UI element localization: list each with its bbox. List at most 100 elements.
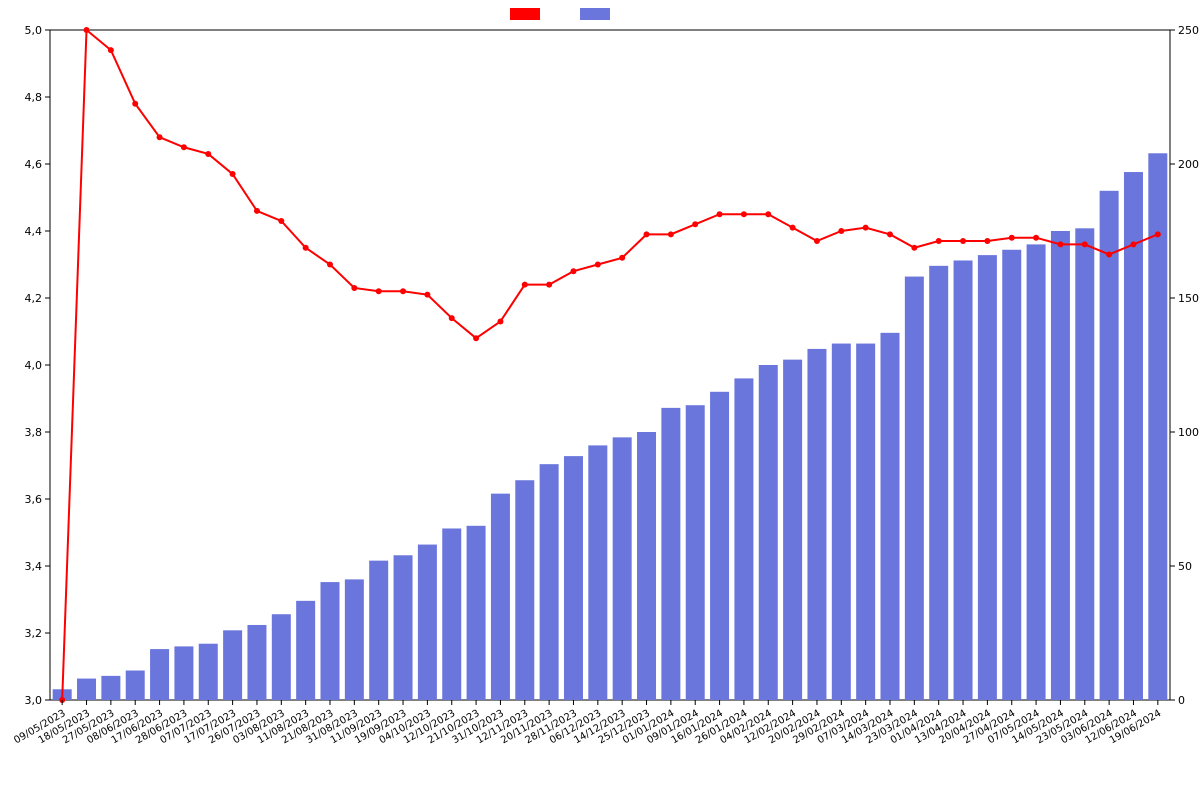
line-marker (814, 238, 820, 244)
y-right-tick-label: 200 (1178, 158, 1199, 171)
bar (1051, 231, 1070, 700)
y-left-tick-label: 3,8 (25, 426, 43, 439)
line-marker (84, 27, 90, 33)
bar (1075, 228, 1094, 700)
bar (491, 494, 510, 700)
bar (734, 378, 753, 700)
bar (759, 365, 778, 700)
bar (515, 480, 534, 700)
y-right-tick-label: 0 (1178, 694, 1185, 707)
bar (856, 344, 875, 700)
line-marker (838, 228, 844, 234)
y-left-tick-label: 4,8 (25, 91, 43, 104)
bar (954, 260, 973, 700)
y-left-tick-label: 3,6 (25, 493, 43, 506)
bar (174, 646, 193, 700)
line-marker (303, 245, 309, 251)
line-marker (741, 211, 747, 217)
bar (686, 405, 705, 700)
line-marker (887, 231, 893, 237)
bar (126, 671, 145, 700)
line-marker (1033, 235, 1039, 241)
line-marker (400, 288, 406, 294)
line-marker (644, 231, 650, 237)
line-marker (473, 335, 479, 341)
bar (345, 579, 364, 700)
bar (223, 630, 242, 700)
y-left-tick-label: 4,6 (25, 158, 43, 171)
bar (807, 349, 826, 700)
line-marker (327, 262, 333, 268)
bar (905, 277, 924, 700)
line-marker (668, 231, 674, 237)
line-marker (1057, 241, 1063, 247)
bar (929, 266, 948, 700)
bar (540, 464, 559, 700)
line-marker (911, 245, 917, 251)
line-marker (424, 292, 430, 298)
bar (150, 649, 169, 700)
line-marker (595, 262, 601, 268)
y-left-tick-label: 4,0 (25, 359, 43, 372)
y-left-tick-label: 3,4 (25, 560, 43, 573)
legend-bar-swatch (580, 8, 610, 20)
bar (369, 561, 388, 700)
line-marker (1155, 231, 1161, 237)
line-marker (205, 151, 211, 157)
bar (418, 545, 437, 700)
bar (978, 255, 997, 700)
bar (296, 601, 315, 700)
line-marker (181, 144, 187, 150)
y-left-tick-label: 3,0 (25, 694, 43, 707)
line-marker (717, 211, 723, 217)
bar (101, 676, 120, 700)
bar (321, 582, 340, 700)
bar (661, 408, 680, 700)
bar (247, 625, 266, 700)
y-right-tick-label: 150 (1178, 292, 1199, 305)
bar (1002, 250, 1021, 700)
y-right-tick-label: 50 (1178, 560, 1192, 573)
bar (467, 526, 486, 700)
bar (1027, 244, 1046, 700)
line-marker (1106, 251, 1112, 257)
bar (272, 614, 291, 700)
y-right-tick-label: 100 (1178, 426, 1199, 439)
bar-series (53, 153, 1168, 700)
y-left-tick-label: 5,0 (25, 24, 43, 37)
line-marker (790, 225, 796, 231)
line-marker (522, 282, 528, 288)
bar (832, 344, 851, 700)
bar (394, 555, 413, 700)
line-marker (936, 238, 942, 244)
y-left-tick-label: 4,4 (25, 225, 43, 238)
line-marker (254, 208, 260, 214)
y-right-tick-label: 250 (1178, 24, 1199, 37)
bar (637, 432, 656, 700)
line-marker (108, 47, 114, 53)
line-marker (765, 211, 771, 217)
bar (77, 679, 96, 700)
bar (881, 333, 900, 700)
line-marker (376, 288, 382, 294)
line-marker (132, 101, 138, 107)
line-marker (546, 282, 552, 288)
bar (588, 445, 607, 700)
bar (564, 456, 583, 700)
line-marker (619, 255, 625, 261)
line-marker (1009, 235, 1015, 241)
dual-axis-chart: 3,03,23,43,63,84,04,24,44,64,85,00501001… (0, 0, 1200, 800)
bar (710, 392, 729, 700)
line-marker (230, 171, 236, 177)
bar (442, 528, 461, 700)
line-marker (497, 318, 503, 324)
bar (199, 644, 218, 700)
line-marker (692, 221, 698, 227)
line-marker (1130, 241, 1136, 247)
line-marker (570, 268, 576, 274)
line-marker (449, 315, 455, 321)
line-marker (1082, 241, 1088, 247)
y-left-tick-label: 4,2 (25, 292, 43, 305)
bar (613, 437, 632, 700)
line-marker (278, 218, 284, 224)
